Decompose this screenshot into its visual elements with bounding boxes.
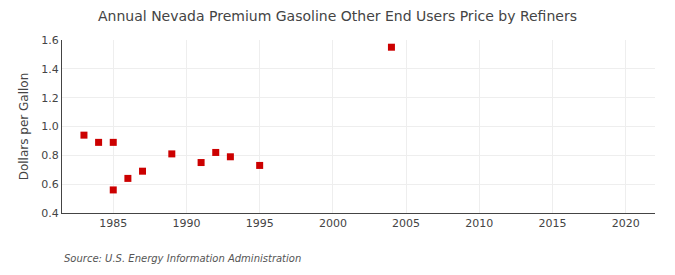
svg-text:0.6: 0.6 bbox=[41, 178, 59, 191]
svg-text:2000: 2000 bbox=[319, 217, 347, 230]
svg-text:0.4: 0.4 bbox=[41, 207, 59, 220]
svg-text:1995: 1995 bbox=[246, 217, 274, 230]
svg-text:1.4: 1.4 bbox=[41, 63, 59, 76]
svg-text:2020: 2020 bbox=[612, 217, 640, 230]
svg-text:1990: 1990 bbox=[172, 217, 200, 230]
svg-text:2005: 2005 bbox=[392, 217, 420, 230]
svg-text:2015: 2015 bbox=[539, 217, 567, 230]
svg-text:1985: 1985 bbox=[99, 217, 127, 230]
svg-text:1.2: 1.2 bbox=[41, 92, 59, 105]
svg-text:2010: 2010 bbox=[465, 217, 493, 230]
svg-text:Dollars per Gallon: Dollars per Gallon bbox=[17, 73, 31, 181]
svg-text:Annual Nevada Premium Gasoline: Annual Nevada Premium Gasoline Other End… bbox=[98, 8, 577, 24]
svg-text:0.8: 0.8 bbox=[41, 149, 59, 162]
svg-text:1.0: 1.0 bbox=[41, 120, 59, 133]
svg-text:1.6: 1.6 bbox=[41, 34, 59, 47]
svg-text:Source: U.S. Energy Informatio: Source: U.S. Energy Information Administ… bbox=[64, 253, 301, 264]
